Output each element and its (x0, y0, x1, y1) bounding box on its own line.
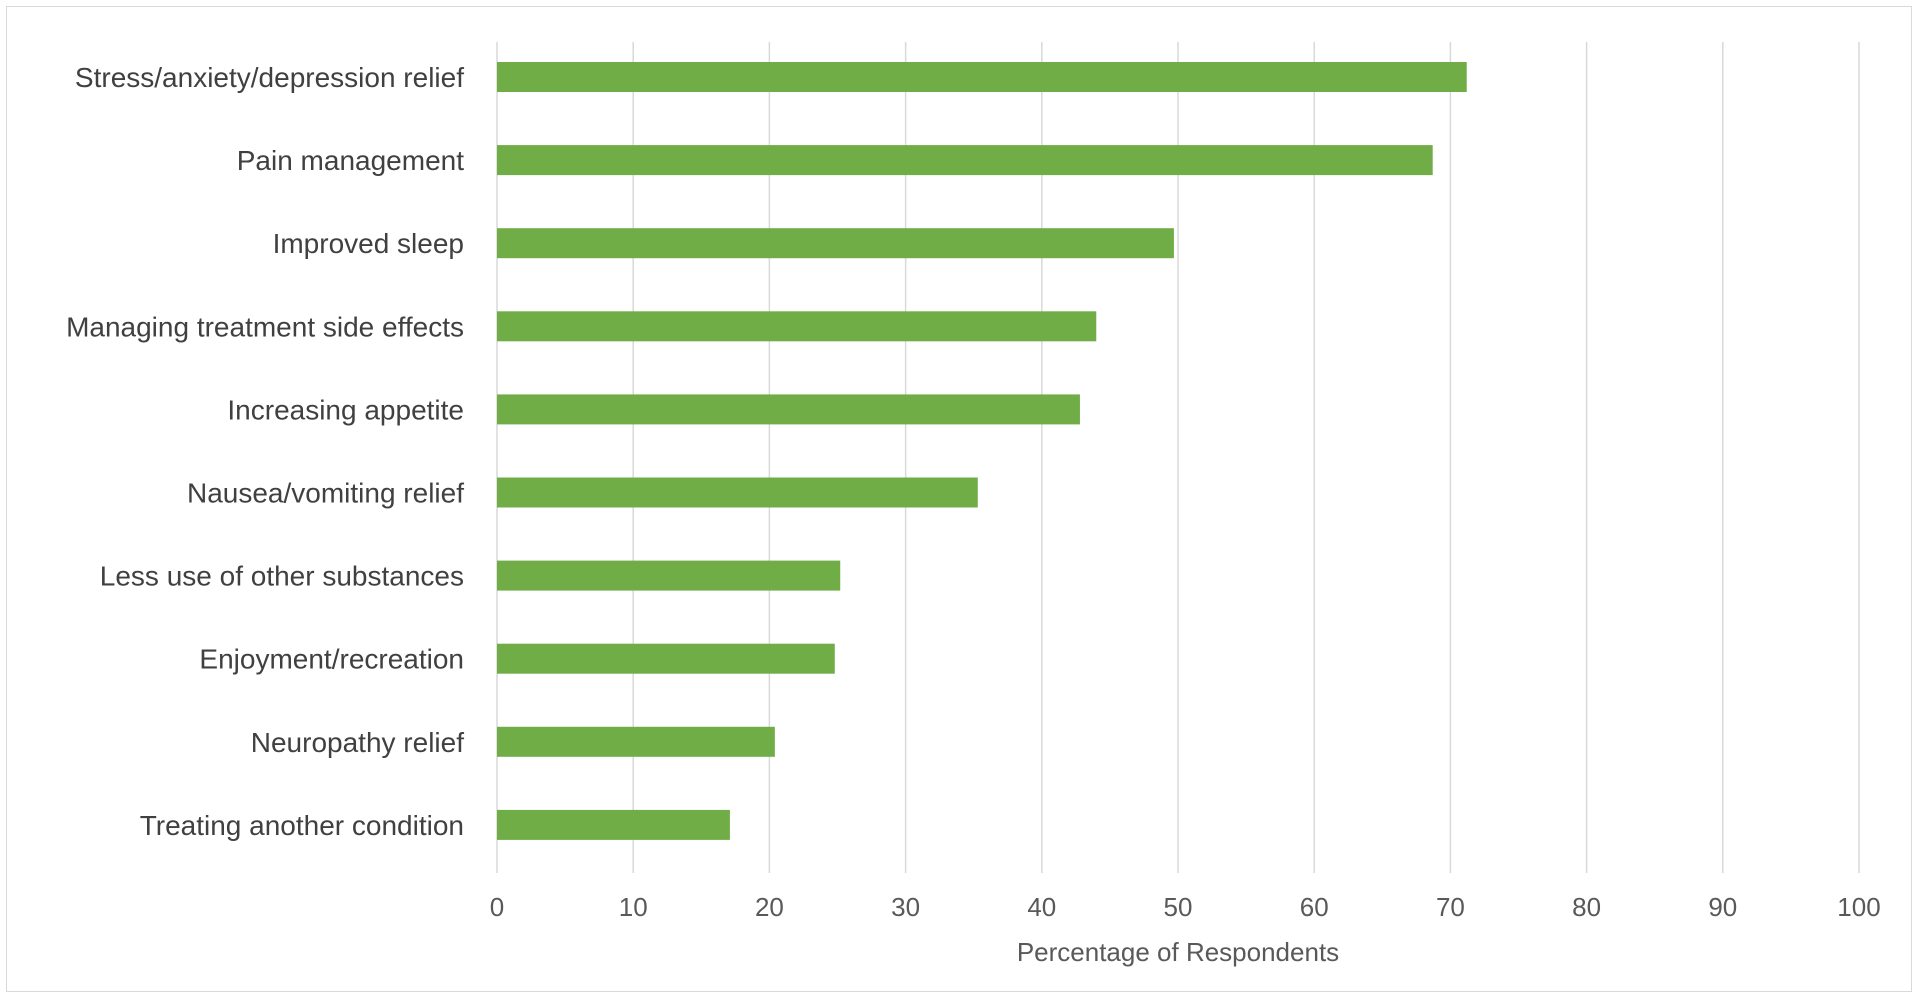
category-label: Treating another condition (140, 810, 464, 841)
bar (497, 228, 1174, 259)
category-label: Stress/anxiety/depression relief (75, 62, 464, 93)
bar (497, 394, 1080, 425)
category-label: Neuropathy relief (251, 727, 464, 758)
bar (497, 62, 1467, 92)
x-tick-label: 30 (891, 892, 920, 922)
bar (497, 477, 978, 508)
x-tick-label: 60 (1300, 892, 1329, 922)
bar (497, 145, 1433, 176)
bar (497, 643, 835, 674)
category-label: Increasing appetite (227, 394, 464, 425)
x-tick-label: 70 (1436, 892, 1465, 922)
x-tick-label: 40 (1027, 892, 1056, 922)
x-tick-label: 10 (619, 892, 648, 922)
category-label: Improved sleep (273, 228, 464, 259)
bar (497, 726, 775, 757)
x-tick-label: 0 (490, 892, 504, 922)
bar (497, 311, 1097, 342)
x-tick-label: 100 (1837, 892, 1880, 922)
category-label: Pain management (237, 145, 464, 176)
x-tick-label: 80 (1572, 892, 1601, 922)
x-tick-label: 20 (755, 892, 784, 922)
bar (497, 809, 730, 840)
x-tick-label: 90 (1708, 892, 1737, 922)
bars (497, 62, 1467, 840)
category-label: Enjoyment/recreation (199, 644, 464, 675)
x-tick-label: 50 (1164, 892, 1193, 922)
x-tick-labels: 0 10 20 30 40 50 60 70 80 90 100 (490, 892, 1881, 922)
category-label: Managing treatment side effects (66, 311, 464, 342)
category-label: Nausea/vomiting relief (187, 478, 464, 509)
category-label: Less use of other substances (100, 561, 464, 592)
category-labels: Stress/anxiety/depression relief Pain man… (66, 62, 464, 841)
x-axis-title: Percentage of Respondents (1017, 937, 1339, 967)
bar (497, 560, 841, 591)
